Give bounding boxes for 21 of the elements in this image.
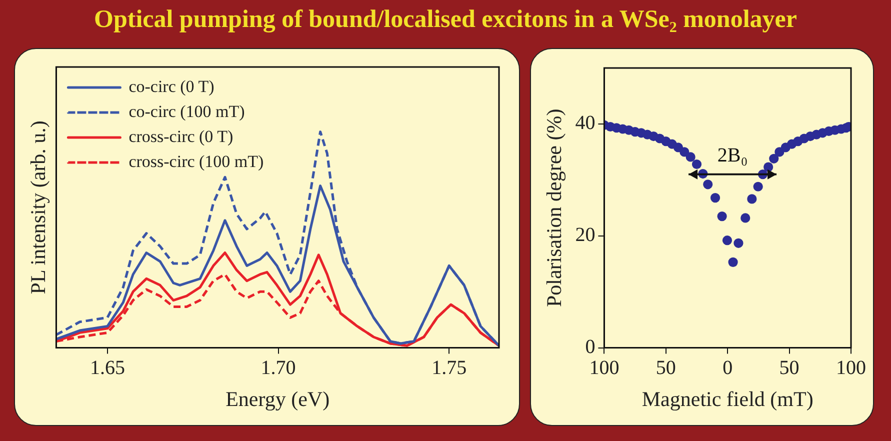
y-axis-title: PL intensity (arb. u.): [26, 120, 50, 294]
y-axis-title: Polarisation degree (%): [542, 108, 566, 308]
legend-label: cross-circ (100 mT): [128, 152, 264, 171]
legend-label: cross-circ (0 T): [128, 126, 234, 146]
y-tick-label: 40: [575, 112, 596, 134]
x-tick-label: 1.70: [260, 357, 296, 380]
y-tick-label: 0: [585, 336, 596, 358]
x-tick-label: 50: [656, 357, 676, 380]
x-tick-label: 1.65: [90, 357, 125, 380]
annotation: 2B₀: [717, 144, 748, 167]
x-tick-label: 0: [722, 357, 733, 380]
x-tick-label: 1.75: [432, 357, 467, 380]
x-axis-title: Magnetic field (mT): [642, 386, 814, 411]
x-tick-label: 100: [589, 357, 620, 380]
legend-label: co-circ (0 T): [128, 76, 214, 96]
chart-title: Optical pumping of bound/localised excitons in a WSe₂ monolayer: [93, 6, 798, 34]
x-tick-label: 100: [836, 357, 866, 380]
y-tick-label: 20: [575, 224, 596, 246]
legend-label: co-circ (100 mT): [128, 102, 245, 121]
x-tick-label: 50: [779, 357, 800, 380]
x-axis-title: Energy (eV): [226, 386, 330, 411]
